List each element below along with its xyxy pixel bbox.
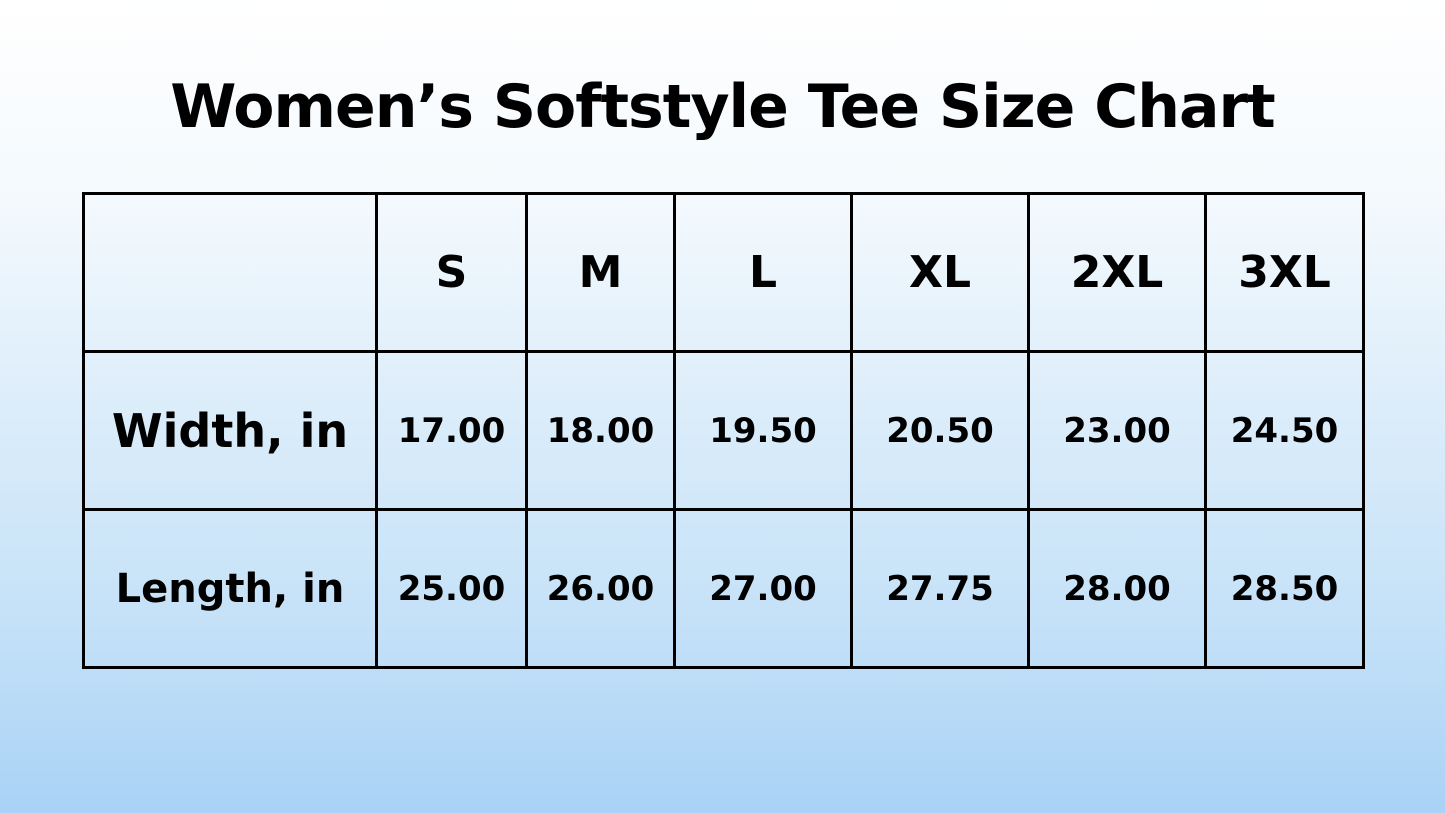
page-title: Women’s Softstyle Tee Size Chart	[170, 72, 1275, 142]
row-label: Width, in	[82, 350, 378, 511]
size-table: S M L XL 2XL 3XL Width, in 17.00 18.00 1…	[82, 192, 1365, 669]
table-row: Length, in 25.00 26.00 27.00 27.75 28.00…	[82, 508, 1365, 669]
cell: 25.00	[375, 508, 528, 669]
cell: 20.50	[850, 350, 1030, 511]
cell: 24.50	[1204, 350, 1365, 511]
header-row: S M L XL 2XL 3XL	[82, 192, 1365, 353]
cell: 23.00	[1027, 350, 1207, 511]
cell: 27.00	[673, 508, 853, 669]
cell: 28.00	[1027, 508, 1207, 669]
cell: 26.00	[525, 508, 676, 669]
cell: 28.50	[1204, 508, 1365, 669]
size-header: 2XL	[1027, 192, 1207, 353]
corner-cell	[82, 192, 378, 353]
row-label: Length, in	[82, 508, 378, 669]
size-header: L	[673, 192, 853, 353]
cell: 27.75	[850, 508, 1030, 669]
cell: 18.00	[525, 350, 676, 511]
size-header: 3XL	[1204, 192, 1365, 353]
size-header: S	[375, 192, 528, 353]
size-header: M	[525, 192, 676, 353]
cell: 19.50	[673, 350, 853, 511]
table-row: Width, in 17.00 18.00 19.50 20.50 23.00 …	[82, 350, 1365, 511]
cell: 17.00	[375, 350, 528, 511]
size-header: XL	[850, 192, 1030, 353]
